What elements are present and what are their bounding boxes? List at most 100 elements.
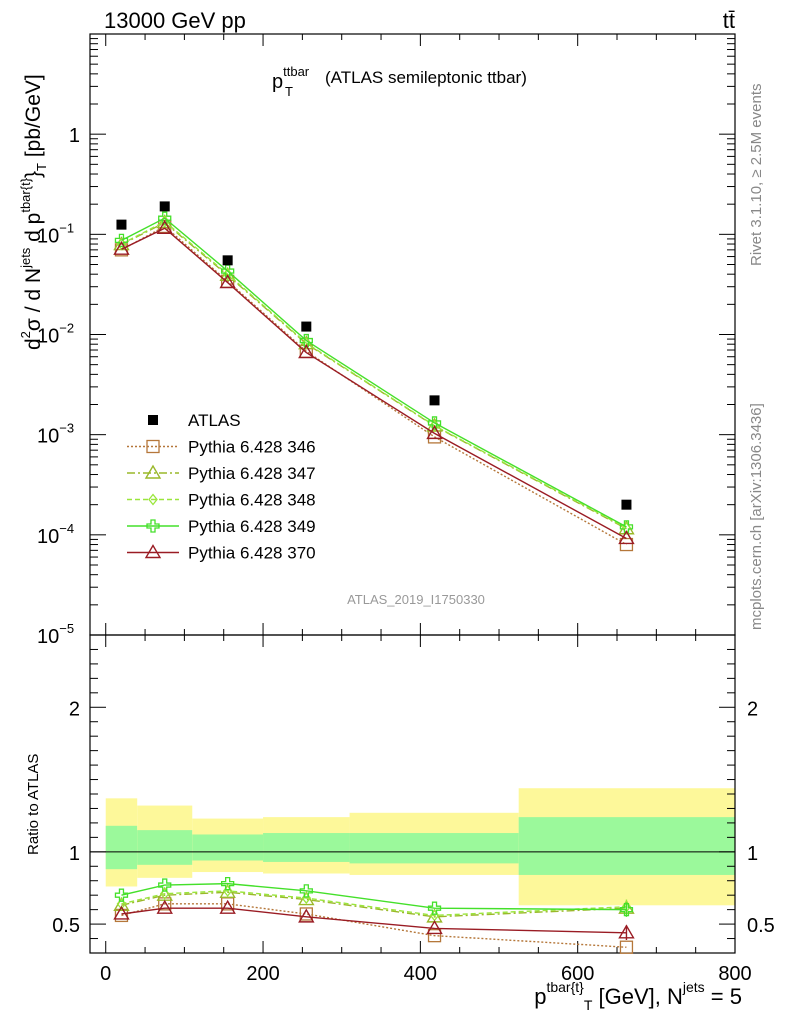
ratio-tick-label-left: 0.5 [52,915,80,937]
series-pythia-6-428-348 [116,215,632,535]
data-point [619,537,634,552]
data-point [301,892,312,905]
x-tick-label: 400 [404,963,437,985]
legend-label: Pythia 6.428 347 [188,464,316,483]
series-pythia-6-428-347 [113,214,635,535]
data-point [148,415,158,425]
main-series [113,201,635,552]
chart-title: pttbar [272,64,310,93]
analysis-id: ATLAS_2019_I1750330 [347,592,485,607]
data-point [144,464,162,479]
legend: ATLAS Pythia 6.428 346 Pythia 6.428 347 Pyt… [127,411,316,563]
data-point [156,899,173,914]
band-green [192,834,264,861]
legend-entry: Pythia 6.428 347 [127,464,316,483]
ratio-pythia-6-428-346 [114,897,634,954]
rivet-label: Rivet 3.1.10, ≥ 2.5M events [748,84,765,267]
ratio-tick-label-left: 1 [69,843,80,865]
process-label: tt̄ [723,8,735,33]
data-point [299,333,313,348]
ratio-tick-label-left: 2 [69,698,80,720]
legend-entry: Pythia 6.428 348 [127,491,316,510]
data-point [144,544,162,559]
title-sub: T [285,84,293,99]
ratio-pythia-6-428-370 [113,899,635,940]
legend-label: Pythia 6.428 349 [188,517,316,536]
data-point [146,519,160,533]
data-point [222,255,233,266]
ratio-tick-label-right: 0.5 [747,915,775,937]
data-point [219,899,236,914]
data-point [116,219,127,230]
x-tick-label: 0 [100,963,111,985]
x-tick-label: 200 [246,963,279,985]
series-line [121,227,627,540]
ratio-ylabel: Ratio to ATLAS [25,754,42,855]
ratio-line [121,891,627,918]
data-point [113,240,130,255]
data-point [619,902,634,917]
mcplots-label: mcplots.cern.ch [arXiv:1306.3436] [748,403,765,630]
series-atlas [116,201,632,510]
y-tick-label: 10−3 [37,421,74,448]
y-tick-label: 10−1 [37,220,74,247]
data-point [146,439,160,454]
data-point [221,264,235,278]
data-point [156,219,173,234]
y-tick-label: 10−2 [37,321,74,348]
ratio-line [121,882,627,911]
y-tick-label: 10−5 [37,621,74,648]
data-point [621,499,632,510]
ratio-pythia-6-428-349 [114,876,634,917]
data-point [299,907,313,921]
ratio-tick-label-right: 2 [747,698,758,720]
data-point [113,905,130,920]
data-point [159,201,170,212]
x-tick-label: 600 [561,963,594,985]
ratio-axes: 0.5 0.5 1 1 2 2 0 200 400 600 800 [52,634,775,985]
y-tick-label: 10−4 [37,521,74,548]
data-point [298,344,315,359]
collision-label: 13000 GeV pp [104,8,246,33]
main-frame [89,33,736,636]
ratio-line [121,903,627,948]
legend-entry: Pythia 6.428 346 [127,438,316,457]
band-green [105,825,138,870]
series-pythia-6-428-370 [113,219,635,545]
ratio-series [113,876,635,954]
band-green [137,830,193,865]
data-point [427,929,442,943]
series-line [121,220,627,529]
data-point [426,920,443,935]
data-point [427,901,442,915]
data-point [221,876,235,891]
ratio-line [121,907,627,934]
band-green [518,817,735,875]
data-point [159,887,170,900]
main-ylabel: d2σ / d Njets d ptbar{t}}T [pb/GeV] [18,74,49,350]
data-point [298,908,315,923]
ratio-uncertainty-bands [105,788,735,906]
legend-label: ATLAS [188,411,241,430]
data-point [429,395,440,406]
series-line [121,225,627,546]
band-green [263,833,350,862]
data-point [158,878,172,892]
title-sup: ttbar [283,64,310,79]
data-point [116,897,127,910]
data-point [219,274,236,289]
x-axis-label: ptbar{t}T [GeV], Njets = 5 [534,979,742,1013]
data-point [619,520,634,534]
ratio-line [121,890,627,917]
legend-entry: ATLAS [148,411,241,430]
title-symbol: p [272,71,283,93]
data-point [301,321,312,332]
series-pythia-6-428-349 [114,211,634,534]
legend-label: Pythia 6.428 346 [188,438,316,457]
title-text: (ATLAS semileptonic ttbar) [325,68,527,87]
data-point [619,940,634,954]
main-axes: 10−5 10−4 10−3 10−2 10−1 1 [37,33,736,648]
y-tick-label: 1 [69,125,80,147]
data-point [618,530,635,545]
